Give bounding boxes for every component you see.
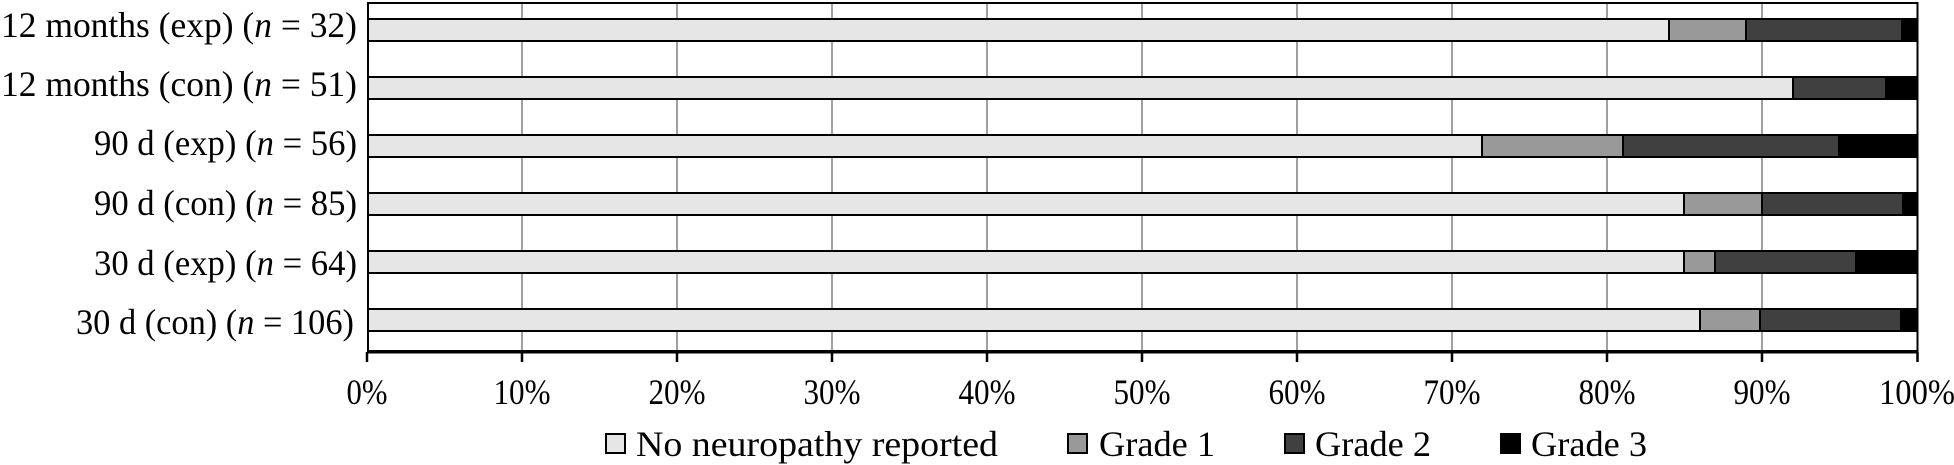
svg-text:0%: 0% (347, 372, 388, 412)
svg-text:100%: 100% (1879, 372, 1954, 412)
svg-text:No neuropathy reported: No neuropathy reported (636, 424, 998, 464)
svg-text:12 months (con) (n = 51): 12 months (con) (n = 51) (1, 64, 357, 104)
svg-text:12 months (exp) (n = 32): 12 months (exp) (n = 32) (1, 5, 357, 45)
svg-text:30%: 30% (804, 372, 861, 412)
svg-text:60%: 60% (1269, 372, 1326, 412)
svg-text:40%: 40% (959, 372, 1016, 412)
svg-text:90%: 90% (1734, 372, 1791, 412)
svg-text:80%: 80% (1579, 372, 1636, 412)
svg-text:Grade 2: Grade 2 (1315, 424, 1431, 464)
svg-text:70%: 70% (1424, 372, 1481, 412)
svg-text:90 d (exp) (n = 56): 90 d (exp) (n = 56) (94, 123, 357, 163)
svg-text:30 d (con) (n = 106): 30 d (con) (n = 106) (76, 302, 354, 342)
svg-text:10%: 10% (494, 372, 551, 412)
svg-text:Grade 1: Grade 1 (1099, 424, 1215, 464)
svg-text:20%: 20% (649, 372, 706, 412)
svg-text:Grade 3: Grade 3 (1531, 424, 1647, 464)
svg-text:30 d (exp) (n = 64): 30 d (exp) (n = 64) (94, 243, 357, 283)
svg-text:90 d (con) (n = 85): 90 d (con) (n = 85) (94, 183, 357, 223)
svg-text:50%: 50% (1114, 372, 1171, 412)
